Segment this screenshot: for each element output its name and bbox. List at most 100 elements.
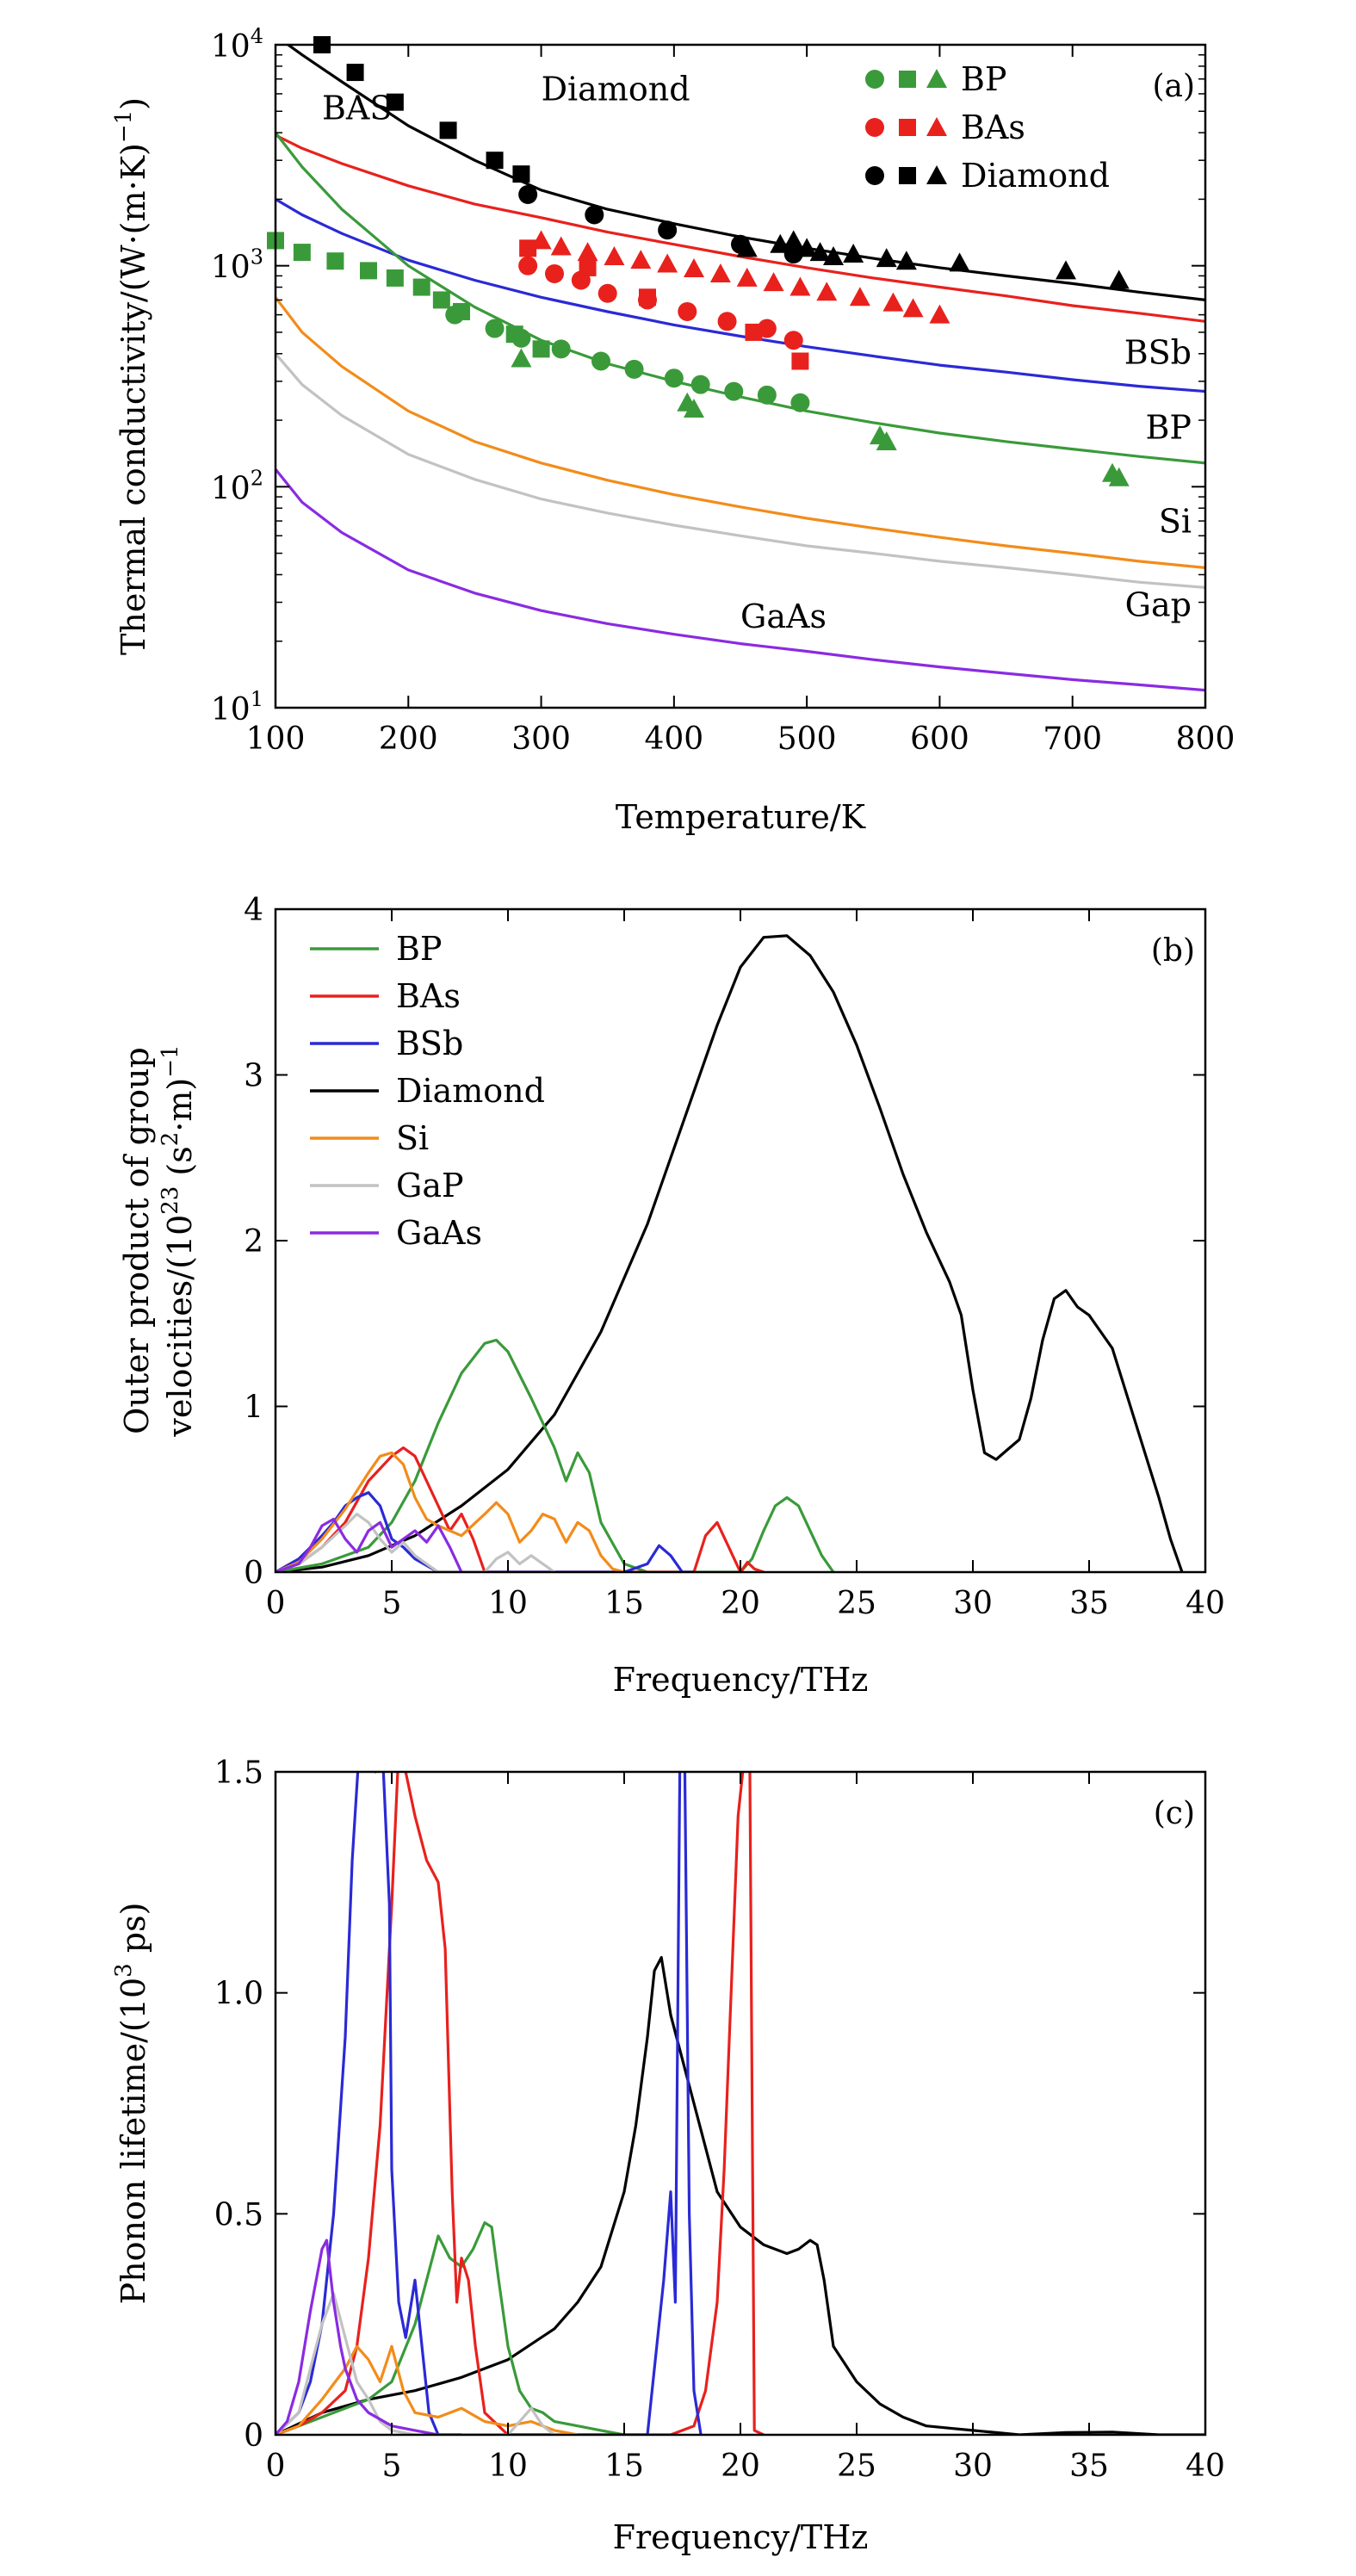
panel-a-x-label: Temperature/K: [616, 798, 866, 836]
panel-b-y-label-line1: Outer product of group: [118, 1047, 156, 1434]
data-point-bp-circle: [724, 381, 744, 401]
y-tick-label: 1.0: [214, 1977, 263, 2012]
panel-b-y-axis: 0 1 2 3 4: [244, 893, 1205, 1591]
legend-label: BSb: [396, 1025, 463, 1062]
data-point-diamond-square: [386, 93, 404, 111]
panel-a-frame: [274, 43, 1207, 709]
y-tick-label: 101: [211, 687, 263, 728]
x-tick-label: 35: [1069, 1586, 1109, 1621]
data-point-bas-triangle: [630, 250, 652, 269]
series-line-gap: [276, 2292, 578, 2435]
panel-b-y-label-sup2: 2: [158, 1132, 183, 1147]
x-tick-label: 30: [953, 1586, 993, 1621]
legend-square-marker: [899, 167, 916, 184]
series-line-bas: [276, 133, 1205, 323]
panel-b-y-label-pre: velocities/(10: [161, 1215, 199, 1438]
panel-c-y-label-post: ps): [115, 1903, 152, 1964]
legend-label: Diamond: [396, 1072, 545, 1110]
data-point-bas-triangle: [530, 230, 552, 250]
data-point-bas-triangle: [902, 298, 924, 318]
x-tick-label: 800: [1176, 721, 1235, 757]
x-tick-label: 10: [488, 1586, 528, 1621]
legend-circle-marker: [865, 70, 884, 89]
curve-annotation: BSb: [1124, 334, 1192, 372]
panel-a-markers: [267, 36, 1130, 486]
x-tick-label: 40: [1186, 1586, 1225, 1621]
x-tick-label: 20: [721, 1586, 760, 1621]
data-point-diamond-triangle: [895, 251, 917, 270]
data-point-bp-circle: [790, 393, 810, 412]
data-point-diamond-triangle: [796, 238, 818, 257]
data-point-diamond-triangle: [949, 252, 970, 272]
data-point-bp-square: [360, 262, 377, 280]
data-point-bp-square: [532, 340, 550, 358]
data-point-bp-circle: [664, 368, 684, 388]
data-point-bas-square: [519, 239, 537, 257]
data-point-bas-circle: [678, 301, 697, 321]
y-tick-label: 102: [211, 466, 263, 506]
x-tick-label: 25: [837, 2449, 876, 2484]
legend-triangle-marker: [926, 165, 947, 184]
series-line-bas: [276, 1772, 765, 2435]
legend-label: GaAs: [396, 1214, 482, 1252]
panel-a-lines: [276, 45, 1205, 692]
data-point-diamond-triangle: [1108, 269, 1130, 289]
data-point-bp-triangle: [1108, 467, 1130, 486]
data-point-diamond-triangle: [823, 246, 844, 266]
legend-label: BAs: [961, 108, 1025, 146]
data-point-diamond-triangle: [809, 242, 831, 262]
curve-annotation: GaAs: [740, 598, 827, 635]
legend-label: BP: [961, 60, 1007, 98]
series-line-si: [276, 1451, 625, 1572]
data-point-bas-triangle: [849, 287, 870, 307]
legend-triangle-marker: [926, 117, 947, 136]
curve-annotation: Si: [1159, 503, 1192, 541]
x-tick-label: 600: [910, 721, 969, 757]
y-tick-label: 104: [211, 24, 263, 65]
x-tick-label: 5: [382, 2449, 402, 2484]
panel-b-y-label-sup1: 23: [158, 1186, 183, 1215]
panel-b-x-label: Frequency/THz: [613, 1661, 869, 1699]
data-point-diamond-triangle: [843, 244, 864, 263]
panel-c-lines: [276, 1772, 1205, 2435]
x-tick-label: 0: [266, 1586, 286, 1621]
legend-square-marker: [899, 71, 916, 88]
x-tick-label: 300: [511, 721, 571, 757]
panel-a-y-label-close: ): [115, 97, 152, 110]
panel-b-x-axis: 0 5 10 15 20 25 30 35 40: [266, 909, 1225, 1621]
data-point-bas-triangle: [929, 304, 950, 324]
y-tick-label: 3: [244, 1059, 263, 1094]
data-point-bas-circle: [783, 331, 803, 350]
data-point-bp-square: [293, 244, 311, 262]
panel-c: 0 5 10 15 20 25 30 35 40 0 0.5 1.0 1.5 (c) Frequenc…: [111, 1756, 1225, 2556]
data-point-diamond-circle: [518, 184, 538, 204]
x-tick-label: 10: [488, 2449, 528, 2484]
data-point-diamond-square: [439, 121, 457, 139]
data-point-bp-triangle: [876, 430, 897, 450]
curve-annotation: Diamond: [542, 71, 690, 108]
data-point-bas-circle: [598, 283, 617, 303]
panel-a-y-label-main: Thermal conductivity/(W·(m·K): [115, 143, 152, 655]
series-line-diamond: [276, 1956, 1205, 2435]
panel-c-x-axis: 0 5 10 15 20 25 30 35 40: [266, 1772, 1225, 2484]
series-line-gaas: [276, 468, 1205, 692]
y-tick-label: 103: [211, 245, 263, 286]
x-tick-label: 500: [777, 721, 837, 757]
data-point-diamond-circle: [585, 205, 604, 225]
data-point-bp-circle: [445, 305, 465, 325]
data-point-bp-square: [432, 291, 450, 309]
series-line-bp: [276, 1338, 835, 1572]
data-point-diamond-triangle: [783, 230, 804, 250]
series-line-gap: [276, 352, 1205, 589]
panel-c-y-axis: 0 0.5 1.0 1.5: [214, 1756, 1205, 2454]
legend-square-marker: [899, 119, 916, 136]
data-point-bp-square: [326, 252, 344, 270]
series-line-bp: [276, 2221, 625, 2435]
data-point-bas-square: [639, 288, 656, 307]
data-point-bas-circle: [717, 312, 737, 331]
curve-annotation: BAS: [322, 90, 392, 127]
panel-c-y-label-sup: 3: [111, 1963, 137, 1978]
data-point-diamond-square: [486, 152, 504, 170]
x-tick-label: 35: [1069, 2449, 1109, 2484]
